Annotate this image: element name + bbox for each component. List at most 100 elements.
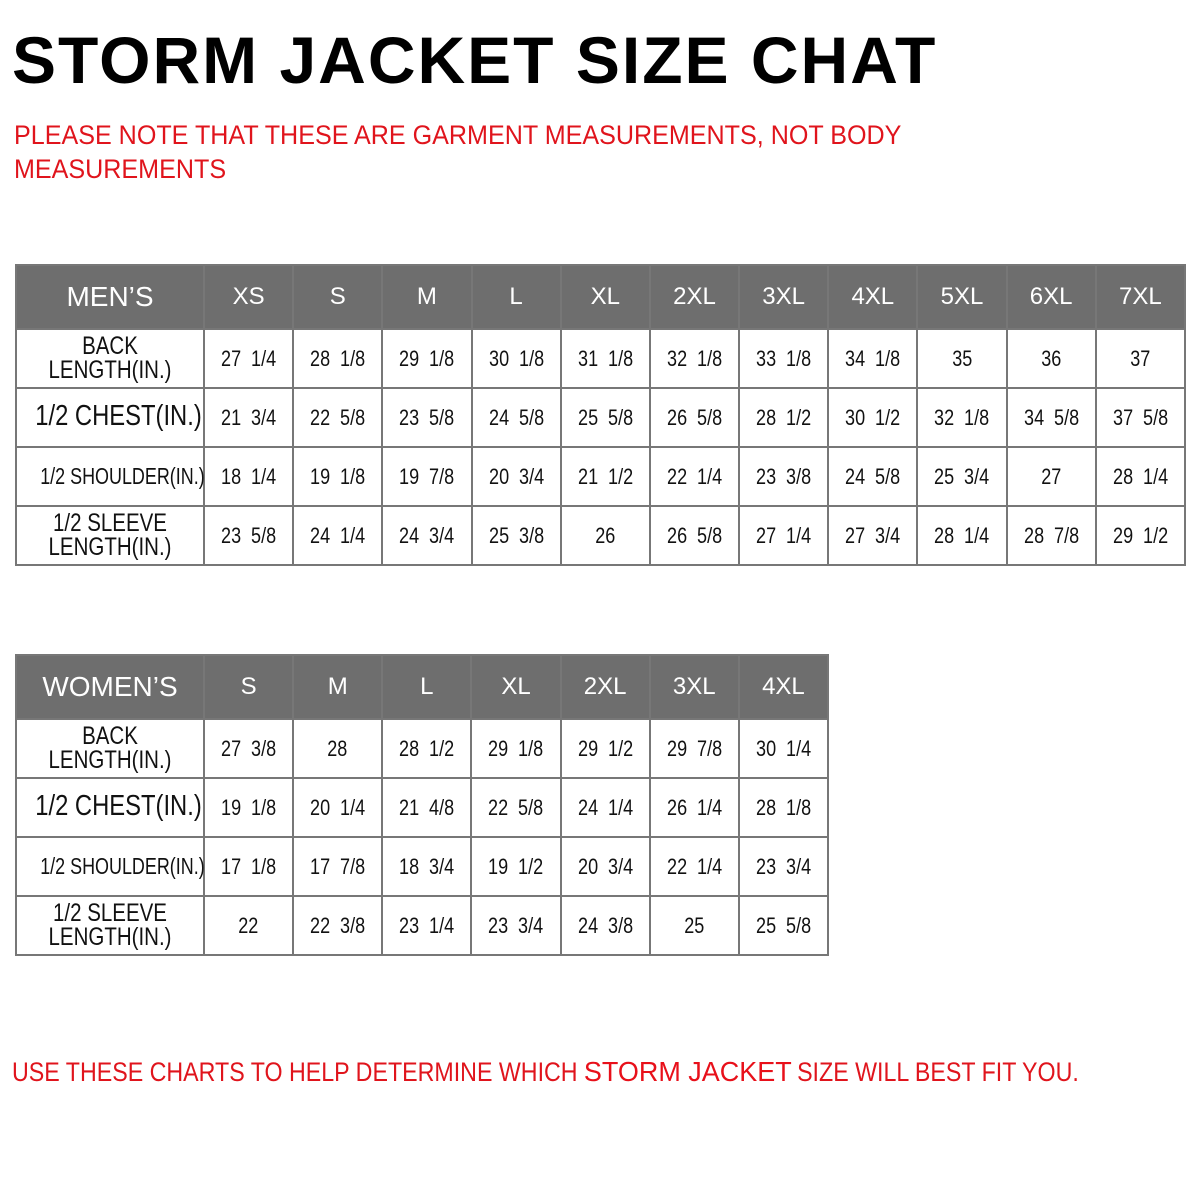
measurement-cell: 24 1/4: [292, 505, 384, 566]
measurement-value: 24 5/8: [488, 404, 544, 430]
measurement-value: 32 1/8: [666, 345, 722, 371]
measurement-value: 29 1/8: [399, 345, 455, 371]
measurement-cell: 25 3/8: [470, 505, 562, 566]
measurement-value: 25 5/8: [577, 404, 633, 430]
measurement-value: 29 1/8: [488, 735, 544, 761]
measurement-cell: 28 7/8: [1005, 505, 1097, 566]
measurement-value: 26 5/8: [666, 404, 722, 430]
measurement-cell: 25: [648, 895, 740, 956]
table-row: BACK LENGTH(IN.) 27 3/8 28 28 1/2 29 1/8 29 1…: [15, 718, 830, 779]
measurement-value: 26 5/8: [666, 522, 722, 548]
row-label: BACK LENGTH(IN.): [48, 331, 172, 384]
measurement-value: 21 4/8: [399, 794, 455, 820]
size-header: XL: [559, 264, 651, 330]
measurement-value: 34 1/8: [845, 345, 901, 371]
measurement-value: 27 1/4: [756, 522, 812, 548]
measurement-value: 30 1/4: [755, 735, 811, 761]
row-label-cell: BACK LENGTH(IN.): [15, 718, 205, 779]
measurement-cell: 34 1/8: [827, 328, 919, 389]
mens-size-table: MEN’S XS S M L XL 2XL 3XL 4XL 5XL 6XL 7XL BACK LENGT…: [15, 264, 1187, 566]
measurement-cell: 25 5/8: [737, 895, 830, 956]
row-label-cell: BACK LENGTH(IN.): [15, 328, 205, 389]
footer-note: USE THESE CHARTS TO HELP DETERMINE WHICH…: [12, 1056, 1079, 1088]
measurement-cell: 28 1/4: [916, 505, 1008, 566]
size-header: M: [292, 654, 384, 720]
measurement-value: 28 1/2: [399, 735, 455, 761]
measurement-cell: 17 1/8: [202, 836, 295, 897]
measurement-value: 28 1/4: [1112, 463, 1168, 489]
header-row: MEN’S XS S M L XL 2XL 3XL 4XL 5XL 6XL 7XL: [15, 264, 1187, 330]
row-label: 1/2 CHEST(IN.): [35, 400, 202, 432]
measurement-value: 21 1/2: [577, 463, 633, 489]
measurement-cell: 26: [559, 505, 651, 566]
measurement-value: 25 3/4: [934, 463, 990, 489]
measurement-value: 23 5/8: [399, 404, 455, 430]
measurement-cell: 19 1/2: [470, 836, 562, 897]
measurement-cell: 27 3/8: [202, 718, 295, 779]
measurement-cell: 27 1/4: [202, 328, 295, 389]
measurement-value: 26 1/4: [666, 794, 722, 820]
measurement-cell: 23 3/4: [470, 895, 562, 956]
measurement-cell: 30 1/8: [470, 328, 562, 389]
measurement-value: 31 1/8: [577, 345, 633, 371]
measurement-value: 25 3/8: [488, 522, 544, 548]
measurement-value: 28 7/8: [1023, 522, 1079, 548]
measurement-cell: 30 1/4: [737, 718, 830, 779]
size-header: 4XL: [827, 264, 919, 330]
measurement-value: 36: [1041, 345, 1062, 371]
measurement-value: 22 1/4: [666, 853, 722, 879]
measurement-value: 23 3/8: [756, 463, 812, 489]
measurement-value: 24 5/8: [845, 463, 901, 489]
table-row: 1/2 SLEEVE LENGTH(IN.) 23 5/8 24 1/4 24 3/4…: [15, 505, 1187, 566]
row-label-cell: 1/2 CHEST(IN.): [15, 387, 205, 448]
measurement-cell: 18 1/4: [202, 446, 295, 507]
size-header: XS: [202, 264, 295, 330]
measurement-cell: 36: [1005, 328, 1097, 389]
measurement-cell: 21 1/2: [559, 446, 651, 507]
measurement-value: 22 5/8: [488, 794, 544, 820]
measurement-value: 29 7/8: [666, 735, 722, 761]
table-corner-label: MEN’S: [15, 264, 205, 330]
measurement-cell: 26 1/4: [648, 777, 740, 838]
measurement-cell: 28 1/2: [738, 387, 830, 448]
row-label-cell: 1/2 SHOULDER(IN.): [15, 446, 205, 507]
measurement-cell: 23 3/8: [738, 446, 830, 507]
table-row: 1/2 SHOULDER(IN.) 17 1/8 17 7/8 18 3/4 19 1/…: [15, 836, 830, 897]
measurement-value: 37 5/8: [1112, 404, 1168, 430]
measurement-cell: 21 4/8: [381, 777, 473, 838]
row-label: 1/2 SLEEVE LENGTH(IN.): [48, 898, 172, 951]
measurement-cell: 33 1/8: [738, 328, 830, 389]
measurement-value: 24 1/4: [310, 522, 366, 548]
size-header: 3XL: [648, 654, 740, 720]
measurement-value: 19 7/8: [399, 463, 455, 489]
garment-note: PLEASE NOTE THAT THESE ARE GARMENT MEASU…: [14, 120, 901, 184]
measurement-cell: 29 1/8: [470, 718, 562, 779]
measurement-value: 37: [1130, 345, 1151, 371]
measurement-value: 20 3/4: [577, 853, 633, 879]
table-row: 1/2 SHOULDER(IN.) 18 1/4 19 1/8 19 7/8 20 3/…: [15, 446, 1187, 507]
measurement-cell: 24 1/4: [559, 777, 651, 838]
footer-text-before: USE THESE CHARTS TO HELP DETERMINE WHICH: [12, 1057, 585, 1087]
measurement-cell: 22 5/8: [292, 387, 384, 448]
footer-highlight: STORM JACKET: [584, 1056, 792, 1087]
measurement-value: 24 1/4: [577, 794, 633, 820]
measurement-cell: 22 1/4: [648, 446, 741, 507]
measurement-cell: 28 1/8: [292, 328, 384, 389]
table-row: BACK LENGTH(IN.) 27 1/4 28 1/8 29 1/8 30 1/8…: [15, 328, 1187, 389]
measurement-cell: 22 3/8: [292, 895, 384, 956]
size-header: 3XL: [738, 264, 830, 330]
measurement-cell: 32 1/8: [648, 328, 741, 389]
measurement-cell: 23 5/8: [381, 387, 473, 448]
measurement-value: 17 1/8: [221, 853, 277, 879]
measurement-value: 22 5/8: [310, 404, 366, 430]
measurement-cell: 20 3/4: [559, 836, 651, 897]
measurement-value: 18 1/4: [221, 463, 277, 489]
measurement-cell: 27 1/4: [738, 505, 830, 566]
measurement-cell: 23 3/4: [737, 836, 830, 897]
measurement-value: 23 3/4: [488, 912, 544, 938]
measurement-value: 29 1/2: [1112, 522, 1168, 548]
measurement-value: 19 1/8: [221, 794, 277, 820]
row-label-cell: 1/2 SHOULDER(IN.): [15, 836, 205, 897]
measurement-cell: 37 5/8: [1094, 387, 1187, 448]
row-label-cell: 1/2 SLEEVE LENGTH(IN.): [15, 505, 205, 566]
